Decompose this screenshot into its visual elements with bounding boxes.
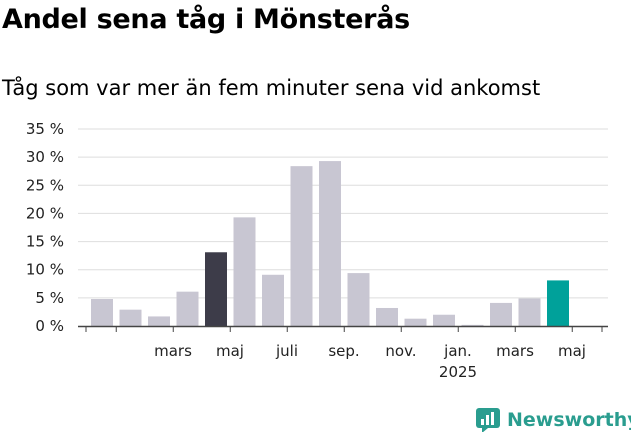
bar <box>518 298 541 326</box>
x-tick-label: mars <box>154 342 192 360</box>
bar <box>490 302 512 326</box>
bar <box>290 166 313 326</box>
bar <box>205 252 227 326</box>
brand-logo: Newsworthy <box>476 408 631 432</box>
bar <box>262 274 284 326</box>
bar <box>319 161 341 326</box>
y-tick-label: 30 % <box>26 148 64 166</box>
x-tick-label: sep. <box>328 342 359 360</box>
y-tick-label: 25 % <box>26 176 64 194</box>
y-tick-label: 35 % <box>26 120 64 138</box>
x-tick-sublabel: 2025 <box>439 363 477 381</box>
x-tick-label: jan. <box>443 342 472 360</box>
chart-title: Andel sena tåg i Mönsterås <box>2 4 410 35</box>
x-tick-label: maj <box>558 342 586 360</box>
brand-name: Newsworthy <box>507 409 631 431</box>
grid-lines <box>78 128 608 299</box>
bar <box>176 291 199 326</box>
x-axis: mars maj juli sep. nov. jan. 2025 mars maj <box>78 325 608 381</box>
bar <box>547 280 569 326</box>
x-tick-label: nov. <box>385 342 416 360</box>
y-tick-label: 15 % <box>26 233 64 251</box>
y-tick-label: 5 % <box>35 289 64 307</box>
bar <box>376 307 398 326</box>
bar <box>119 309 142 326</box>
bar <box>461 324 484 326</box>
bars <box>91 161 569 326</box>
bar <box>347 273 370 326</box>
bar <box>148 316 170 326</box>
y-tick-label: 10 % <box>26 261 64 279</box>
bar <box>233 217 256 326</box>
newsworthy-logo-icon <box>476 408 500 432</box>
bar <box>404 318 427 326</box>
x-tick-label: juli <box>275 342 298 360</box>
y-tick-label: 20 % <box>26 204 64 222</box>
bar <box>91 298 113 326</box>
x-tick-label: mars <box>496 342 534 360</box>
chart-subtitle: Tåg som var mer än fem minuter sena vid … <box>2 76 541 100</box>
y-axis-ticks: 0 % 5 % 10 % 15 % 20 % 25 % 30 % 35 % <box>26 120 64 335</box>
x-tick-label: maj <box>216 342 244 360</box>
y-tick-label: 0 % <box>35 317 64 335</box>
bar <box>433 314 455 326</box>
